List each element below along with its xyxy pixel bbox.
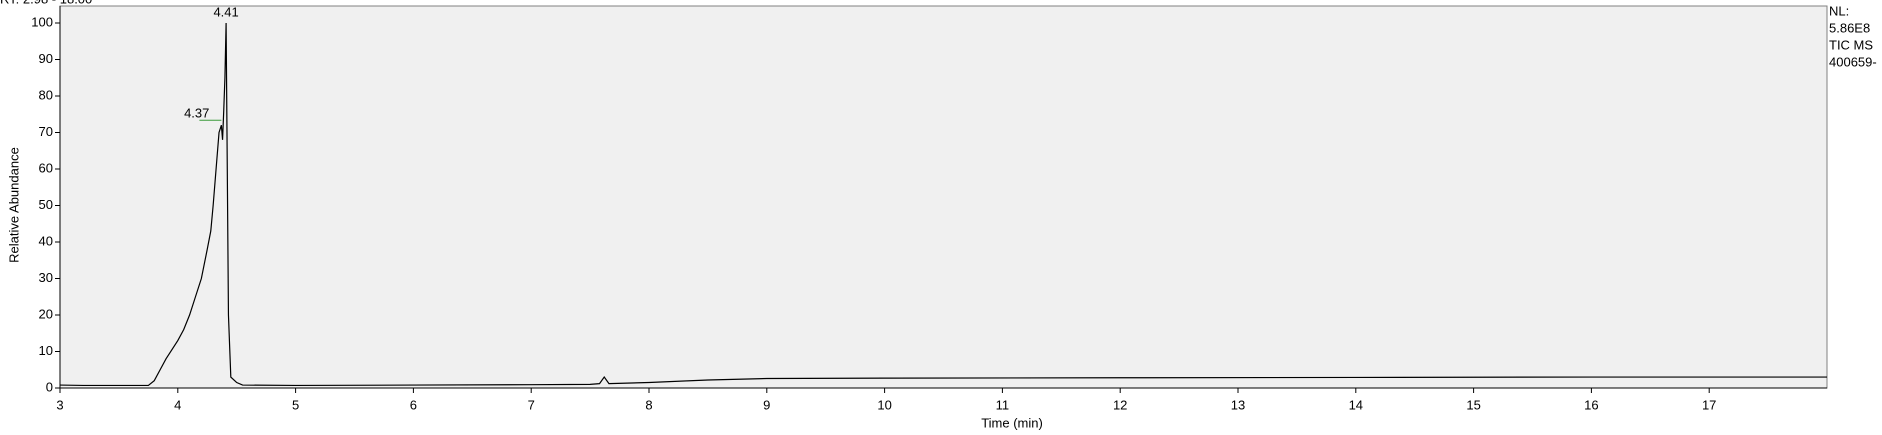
x-tick-label: 9 (763, 397, 770, 412)
x-tick-label: 5 (292, 397, 299, 412)
y-tick-label: 70 (39, 124, 53, 139)
x-tick-label: 6 (410, 397, 417, 412)
x-tick-label: 12 (1113, 397, 1127, 412)
plot-area (59, 5, 1828, 389)
y-tick-label: 40 (39, 233, 53, 248)
x-tick-label: 3 (56, 397, 63, 412)
y-tick-label: 80 (39, 87, 53, 102)
y-axis-label: Relative Abundance (6, 147, 21, 263)
x-tick-label: 4 (174, 397, 181, 412)
x-tick-label: 11 (996, 397, 1010, 412)
x-tick-label: 8 (645, 397, 652, 412)
x-axis-label: Time (min) (981, 415, 1043, 430)
side-label: NL: (1829, 3, 1849, 18)
peak-label: 4.41 (213, 4, 238, 19)
y-tick-label: 20 (39, 306, 53, 321)
x-tick-label: 15 (1466, 397, 1480, 412)
y-tick-label: 10 (39, 343, 53, 358)
x-tick-label: 14 (1349, 397, 1363, 412)
x-tick-label: 7 (528, 397, 535, 412)
y-tick-label: 60 (39, 160, 53, 175)
x-tick-label: 16 (1584, 397, 1598, 412)
y-tick-label: 50 (39, 197, 53, 212)
x-tick-label: 13 (1231, 397, 1245, 412)
x-tick-label: 10 (877, 397, 891, 412)
x-tick-label: 17 (1702, 397, 1716, 412)
y-tick-label: 30 (39, 270, 53, 285)
y-tick-label: 100 (31, 14, 53, 29)
side-label: TIC MS (1829, 37, 1873, 52)
y-tick-label: 0 (46, 379, 53, 394)
side-label: 5.86E8 (1829, 20, 1870, 35)
peak-label: 4.37 (184, 106, 209, 121)
header: RT: 2.98 - 18.00 (0, 0, 92, 6)
trace (59, 22, 1827, 387)
y-tick-label: 90 (39, 51, 53, 66)
side-label: 400659- (1829, 54, 1877, 69)
